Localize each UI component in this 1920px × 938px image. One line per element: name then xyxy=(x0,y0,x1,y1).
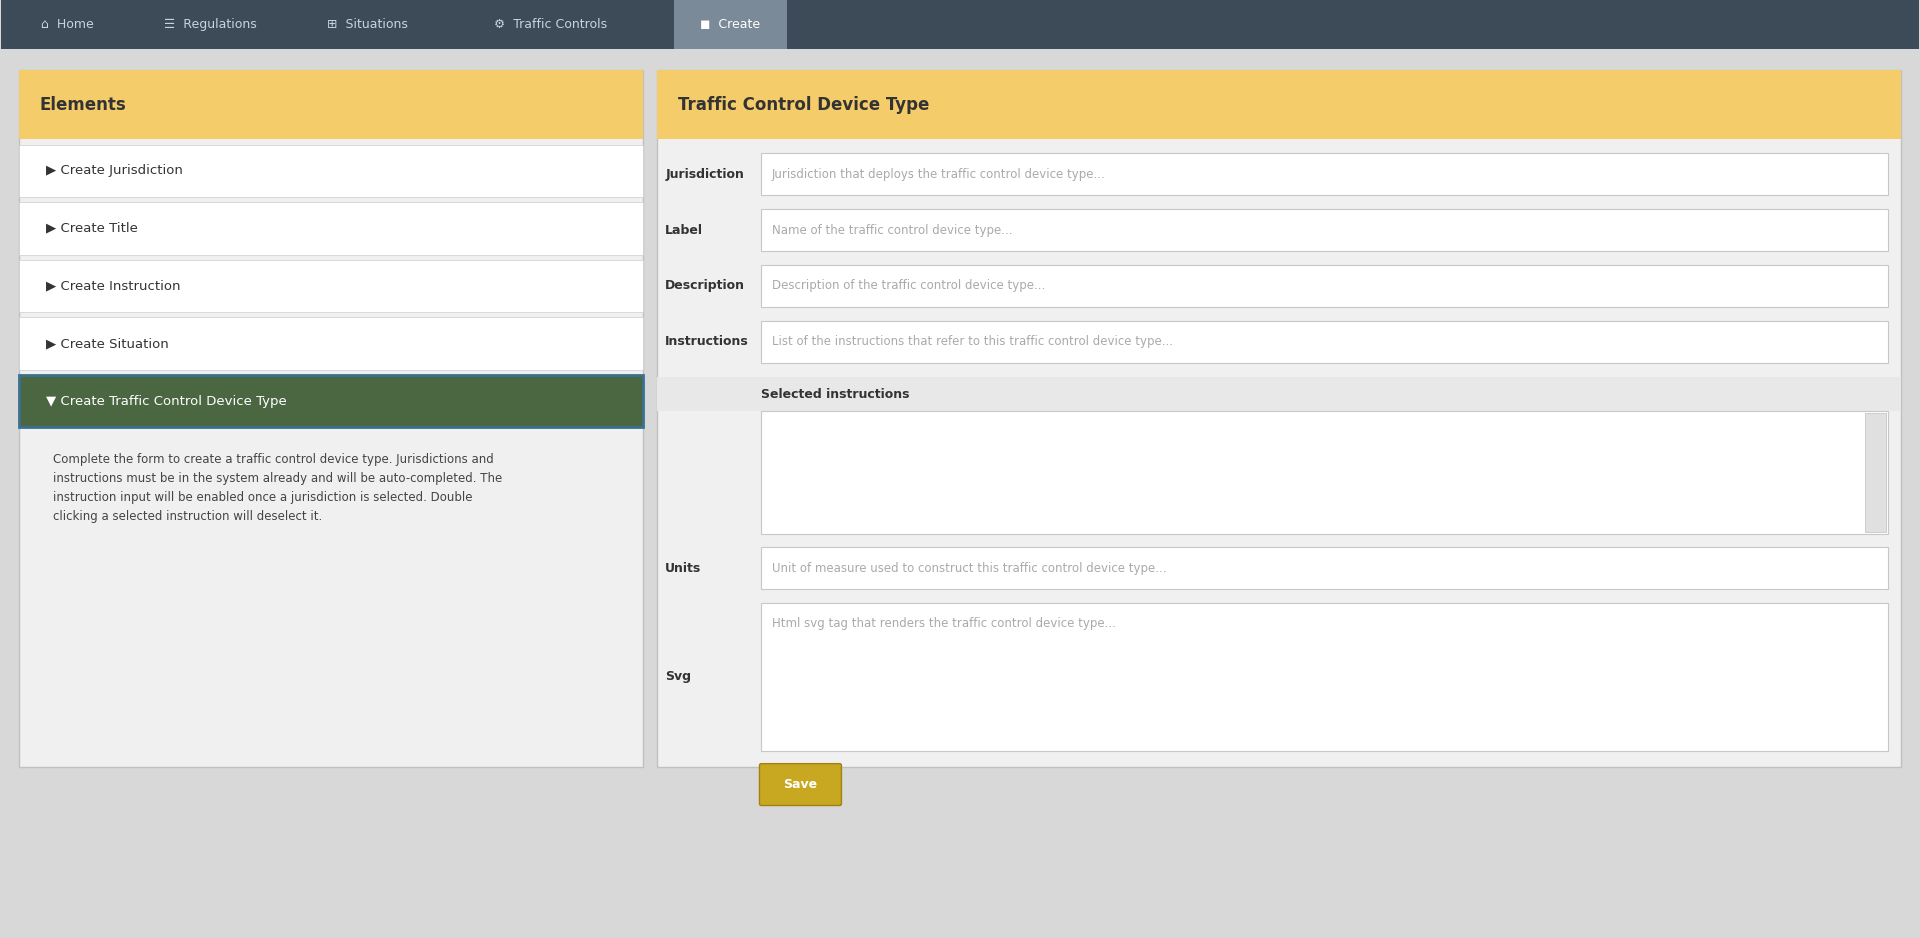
FancyBboxPatch shape xyxy=(760,412,1887,534)
Text: ☰  Regulations: ☰ Regulations xyxy=(163,18,257,31)
Text: Selected instructions: Selected instructions xyxy=(760,387,910,401)
Text: Jurisdiction that deploys the traffic control device type...: Jurisdiction that deploys the traffic co… xyxy=(772,168,1106,181)
FancyBboxPatch shape xyxy=(19,375,643,427)
Text: Description of the traffic control device type...: Description of the traffic control devic… xyxy=(772,280,1044,293)
Text: Save: Save xyxy=(783,779,818,791)
FancyBboxPatch shape xyxy=(760,209,1887,251)
FancyBboxPatch shape xyxy=(298,0,438,49)
Text: Traffic Control Device Type: Traffic Control Device Type xyxy=(678,96,929,113)
Text: ⚙  Traffic Controls: ⚙ Traffic Controls xyxy=(493,18,607,31)
Text: List of the instructions that refer to this traffic control device type...: List of the instructions that refer to t… xyxy=(772,335,1173,348)
FancyBboxPatch shape xyxy=(760,154,1887,195)
Text: ▶ Create Title: ▶ Create Title xyxy=(46,222,138,234)
FancyBboxPatch shape xyxy=(1864,414,1885,532)
Text: ▶ Create Jurisdiction: ▶ Create Jurisdiction xyxy=(46,164,182,177)
Text: Html svg tag that renders the traffic control device type...: Html svg tag that renders the traffic co… xyxy=(772,617,1116,630)
FancyBboxPatch shape xyxy=(19,317,643,370)
Text: ◼  Create: ◼ Create xyxy=(699,18,760,31)
FancyBboxPatch shape xyxy=(12,0,125,49)
Text: Description: Description xyxy=(666,280,745,293)
FancyBboxPatch shape xyxy=(19,203,643,254)
FancyBboxPatch shape xyxy=(19,260,643,312)
FancyBboxPatch shape xyxy=(463,0,637,49)
FancyBboxPatch shape xyxy=(2,0,1918,49)
FancyBboxPatch shape xyxy=(760,548,1887,589)
Text: Elements: Elements xyxy=(40,96,127,113)
Text: ▶ Create Situation: ▶ Create Situation xyxy=(46,337,169,350)
Text: Svg: Svg xyxy=(666,670,691,683)
FancyBboxPatch shape xyxy=(760,764,841,806)
Text: Jurisdiction: Jurisdiction xyxy=(666,168,745,181)
Text: Label: Label xyxy=(666,223,703,236)
FancyBboxPatch shape xyxy=(657,69,1901,140)
FancyBboxPatch shape xyxy=(657,376,1901,412)
FancyBboxPatch shape xyxy=(760,603,1887,751)
FancyBboxPatch shape xyxy=(19,69,643,140)
Text: Unit of measure used to construct this traffic control device type...: Unit of measure used to construct this t… xyxy=(772,562,1165,575)
FancyBboxPatch shape xyxy=(760,321,1887,363)
Text: Complete the form to create a traffic control device type. Jurisdictions and
ins: Complete the form to create a traffic co… xyxy=(54,453,503,523)
Text: ▶ Create Instruction: ▶ Create Instruction xyxy=(46,280,180,293)
Text: Units: Units xyxy=(666,562,701,575)
Text: ▼ Create Traffic Control Device Type: ▼ Create Traffic Control Device Type xyxy=(46,395,288,407)
FancyBboxPatch shape xyxy=(674,0,787,49)
Text: Instructions: Instructions xyxy=(666,335,749,348)
FancyBboxPatch shape xyxy=(760,265,1887,307)
Text: ⌂  Home: ⌂ Home xyxy=(40,18,94,31)
FancyBboxPatch shape xyxy=(657,69,1901,767)
FancyBboxPatch shape xyxy=(19,144,643,197)
Text: Name of the traffic control device type...: Name of the traffic control device type.… xyxy=(772,223,1012,236)
Text: ⊞  Situations: ⊞ Situations xyxy=(326,18,407,31)
FancyBboxPatch shape xyxy=(19,69,643,767)
FancyBboxPatch shape xyxy=(136,0,286,49)
